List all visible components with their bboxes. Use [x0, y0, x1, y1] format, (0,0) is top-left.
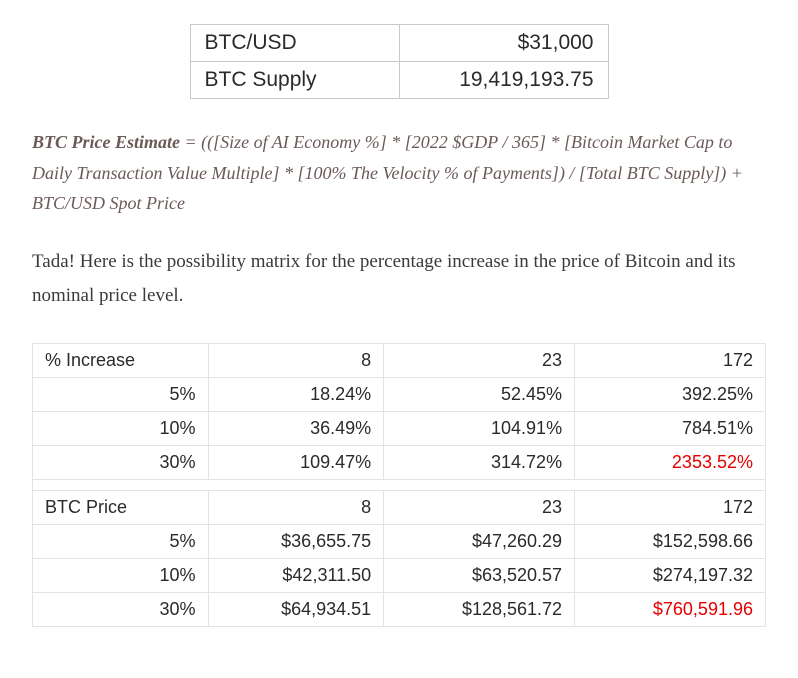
- matrix-row: 10% $42,311.50 $63,520.57 $274,197.32: [33, 559, 766, 593]
- row-head: 30%: [33, 593, 209, 627]
- cell: 104.91%: [384, 412, 575, 446]
- cell-highlight: 2353.52%: [575, 446, 766, 480]
- cell: 109.47%: [208, 446, 384, 480]
- param-label: BTC Supply: [190, 62, 399, 99]
- table-row: BTC Supply 19,419,193.75: [190, 62, 608, 99]
- cell-highlight: $760,591.96: [575, 593, 766, 627]
- matrix-header-row: % Increase 8 23 172: [33, 344, 766, 378]
- matrix-header-row: BTC Price 8 23 172: [33, 491, 766, 525]
- cell: $47,260.29: [384, 525, 575, 559]
- cell: $274,197.32: [575, 559, 766, 593]
- cell: $42,311.50: [208, 559, 384, 593]
- formula-block: BTC Price Estimate = (([Size of AI Econo…: [32, 127, 766, 219]
- cell: 784.51%: [575, 412, 766, 446]
- cell: 52.45%: [384, 378, 575, 412]
- cell: $64,934.51: [208, 593, 384, 627]
- col-header: 172: [575, 491, 766, 525]
- param-value: 19,419,193.75: [399, 62, 608, 99]
- percent-increase-matrix: % Increase 8 23 172 5% 18.24% 52.45% 392…: [32, 343, 766, 627]
- cell: $128,561.72: [384, 593, 575, 627]
- row-head: 5%: [33, 525, 209, 559]
- row-head: 10%: [33, 412, 209, 446]
- btc-params-table: BTC/USD $31,000 BTC Supply 19,419,193.75: [190, 24, 609, 99]
- formula-lead: BTC Price Estimate: [32, 132, 180, 152]
- col-header: 23: [384, 344, 575, 378]
- param-label: BTC/USD: [190, 25, 399, 62]
- cell: $63,520.57: [384, 559, 575, 593]
- matrix-title: % Increase: [33, 344, 209, 378]
- row-head: 10%: [33, 559, 209, 593]
- col-header: 23: [384, 491, 575, 525]
- matrix-title: BTC Price: [33, 491, 209, 525]
- spacer-row: [33, 480, 766, 491]
- col-header: 172: [575, 344, 766, 378]
- col-header: 8: [208, 344, 384, 378]
- matrix-row: 30% $64,934.51 $128,561.72 $760,591.96: [33, 593, 766, 627]
- col-header: 8: [208, 491, 384, 525]
- matrix-row: 30% 109.47% 314.72% 2353.52%: [33, 446, 766, 480]
- param-value: $31,000: [399, 25, 608, 62]
- intro-paragraph: Tada! Here is the possibility matrix for…: [32, 245, 766, 313]
- matrix-row: 5% 18.24% 52.45% 392.25%: [33, 378, 766, 412]
- row-head: 5%: [33, 378, 209, 412]
- cell: $36,655.75: [208, 525, 384, 559]
- row-head: 30%: [33, 446, 209, 480]
- matrix-row: 5% $36,655.75 $47,260.29 $152,598.66: [33, 525, 766, 559]
- cell: 392.25%: [575, 378, 766, 412]
- cell: 18.24%: [208, 378, 384, 412]
- table-row: BTC/USD $31,000: [190, 25, 608, 62]
- cell: 36.49%: [208, 412, 384, 446]
- cell: $152,598.66: [575, 525, 766, 559]
- matrix-row: 10% 36.49% 104.91% 784.51%: [33, 412, 766, 446]
- cell: 314.72%: [384, 446, 575, 480]
